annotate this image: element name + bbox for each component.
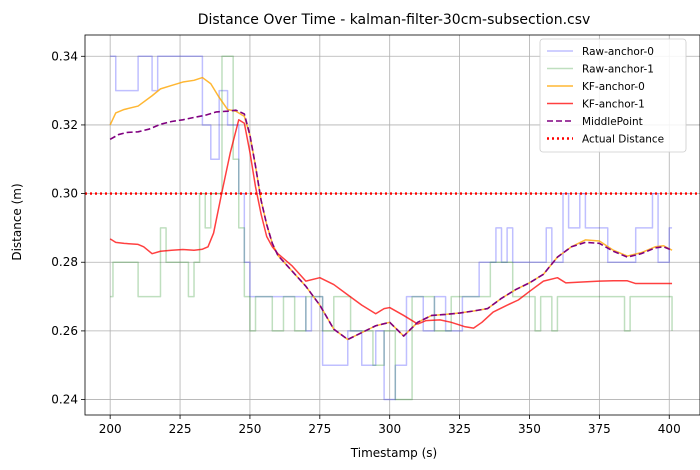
legend-label: Actual Distance (582, 134, 664, 146)
y-axis-label: Distance (m) (10, 183, 24, 260)
x-tick-label: 350 (518, 422, 541, 436)
y-tick-label: 0.30 (51, 187, 78, 201)
plot-frame (84, 34, 700, 416)
y-tick-label: 0.24 (51, 393, 78, 407)
chart-title: Distance Over Time - kalman-filter-30cm-… (198, 12, 591, 28)
y-tick-label: 0.26 (51, 324, 78, 338)
series-line-kf-anchor-1 (109, 119, 673, 329)
x-tick-label: 275 (308, 422, 331, 436)
y-axis-ticks: 0.24 0.26 0.28 0.30 0.32 0.34 (51, 49, 85, 407)
x-tick-label: 200 (99, 422, 122, 436)
x-tick-label: 400 (658, 422, 681, 436)
y-tick-label: 0.28 (51, 255, 78, 269)
series-line-middlepoint (109, 109, 673, 341)
legend-label: KF-anchor-1 (582, 99, 645, 111)
legend: Raw-anchor-0 Raw-anchor-1 KF-anchor-0 KF-an… (539, 38, 687, 153)
x-tick-label: 300 (378, 422, 401, 436)
legend-label: KF-anchor-0 (582, 81, 645, 93)
x-axis-label: Timestamp (s) (350, 446, 437, 460)
series-line-kf-anchor-0 (109, 76, 673, 341)
series-line-raw-anchor-1 (110, 55, 673, 401)
x-tick-label: 375 (588, 422, 611, 436)
x-tick-label: 225 (169, 422, 192, 436)
legend-label: MiddlePoint (582, 116, 643, 128)
x-axis-ticks: 200 225 250 275 300 325 350 375 400 (99, 415, 681, 436)
y-tick-label: 0.34 (51, 49, 78, 63)
series-line-raw-anchor-0 (110, 55, 673, 401)
legend-label: Raw-anchor-1 (582, 64, 654, 76)
legend-label: Raw-anchor-0 (582, 46, 654, 58)
x-tick-label: 325 (448, 422, 471, 436)
x-tick-label: 250 (238, 422, 261, 436)
y-tick-label: 0.32 (51, 118, 78, 132)
legend-box (539, 38, 687, 153)
series-lines (109, 55, 673, 401)
